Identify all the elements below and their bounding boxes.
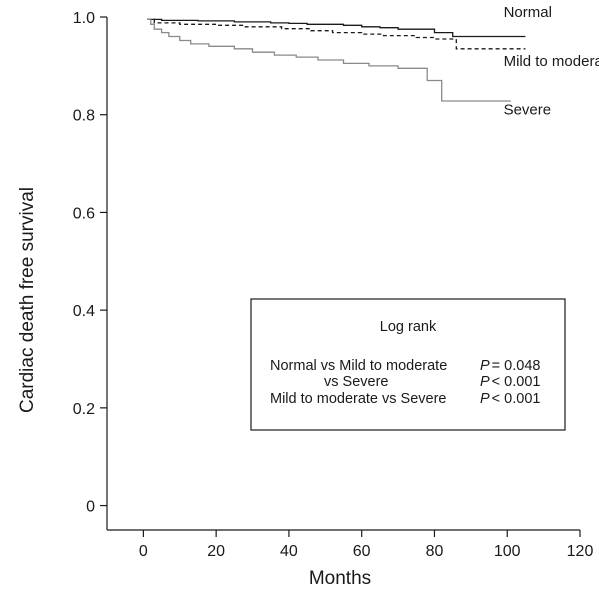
y-tick-label: 0.6 (73, 205, 95, 222)
y-tick-label: 0.8 (73, 108, 95, 125)
p-value: P < 0.001 (480, 374, 540, 390)
p-value: P < 0.001 (480, 391, 540, 407)
p-value-text: = 0.048 (492, 358, 541, 374)
x-tick-label: 40 (280, 543, 298, 560)
x-tick-label: 60 (353, 543, 371, 560)
series-label-mild-to-moderate: Mild to moderate (504, 53, 599, 70)
x-tick-label: 0 (139, 543, 148, 560)
y-tick-label: 0.4 (73, 303, 95, 320)
series-label-severe: Severe (504, 102, 552, 119)
annotation-box-frame (250, 298, 566, 431)
p-symbol: P (480, 374, 490, 390)
series-labels: Normal Mild to moderate Severe (504, 4, 599, 119)
x-ticks: 0 20 40 60 80 100 120 (139, 530, 594, 560)
series-label-normal: Normal (504, 4, 552, 21)
comparison-label: vs Severe (324, 374, 388, 390)
y-axis-title: Cardiac death free survival (17, 187, 38, 413)
survival-curves (147, 18, 526, 102)
log-rank-title: Log rank (380, 319, 437, 335)
x-tick-label: 20 (207, 543, 225, 560)
y-ticks: 0 0.2 0.4 0.6 0.8 1.0 (73, 10, 107, 516)
p-symbol: P (480, 358, 490, 374)
p-symbol: P (480, 391, 490, 407)
x-tick-label: 80 (426, 543, 444, 560)
p-value-text: < 0.001 (492, 374, 541, 390)
series-line-severe (147, 18, 511, 102)
p-value-text: < 0.001 (492, 391, 541, 407)
series-line-normal (147, 18, 526, 38)
x-axis-title: Months (309, 568, 371, 589)
series-line-mild-to-moderate (147, 18, 526, 50)
comparison-label: Normal vs Mild to moderate (270, 358, 447, 374)
x-tick-label: 120 (567, 543, 594, 560)
x-tick-label: 100 (494, 543, 521, 560)
log-rank-annotation-box: Log rank Normal vs Mild to moderate P = 0… (250, 298, 566, 431)
comparison-label: Mild to moderate vs Severe (270, 391, 447, 407)
y-tick-label: 0.2 (73, 401, 95, 418)
y-tick-label: 1.0 (73, 10, 95, 27)
plot-frame (106, 17, 580, 531)
y-tick-label: 0 (86, 499, 95, 516)
p-value: P = 0.048 (480, 358, 540, 374)
